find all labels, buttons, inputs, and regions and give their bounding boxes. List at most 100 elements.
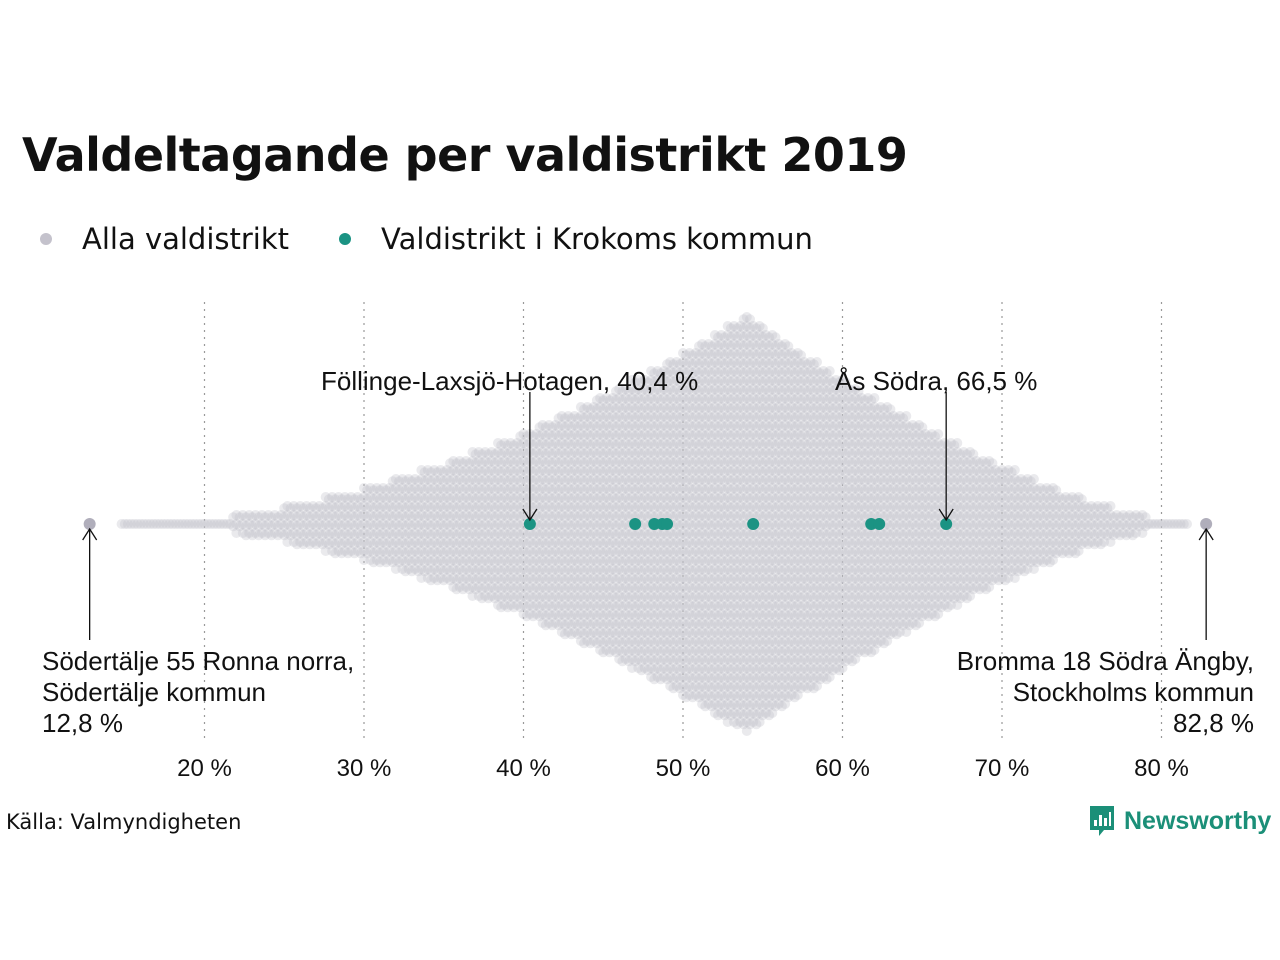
swarm-point xyxy=(432,548,443,559)
swarm-point xyxy=(575,402,586,412)
swarm-point xyxy=(598,575,609,586)
swarm-point xyxy=(493,546,503,556)
swarm-point xyxy=(518,600,529,610)
swarm-point xyxy=(512,465,523,475)
swarm-point xyxy=(253,521,264,532)
swarm-point xyxy=(314,519,325,529)
swarm-point xyxy=(537,510,548,520)
swarm-point xyxy=(582,510,593,520)
swarm-point xyxy=(448,483,459,493)
swarm-point xyxy=(304,512,315,523)
swarm-point xyxy=(448,510,459,520)
swarm-point xyxy=(189,519,200,529)
swarm-point xyxy=(553,512,564,523)
swarm-point xyxy=(448,582,459,592)
swarm-point xyxy=(553,413,564,424)
swarm-point xyxy=(298,521,309,532)
swarm-point xyxy=(556,501,567,511)
swarm-point xyxy=(225,519,235,529)
swarm-point xyxy=(575,456,586,466)
swarm-point xyxy=(473,501,484,511)
swarm-point xyxy=(534,458,545,469)
swarm-point xyxy=(499,582,510,592)
swarm-point xyxy=(585,503,596,514)
swarm-point xyxy=(595,438,606,448)
swarm-point xyxy=(547,521,558,532)
swarm-point xyxy=(524,600,535,610)
swarm-point xyxy=(448,564,459,574)
swarm-point xyxy=(426,575,436,586)
swarm-point xyxy=(540,449,551,460)
swarm-point xyxy=(598,467,609,478)
swarm-point xyxy=(585,593,596,604)
swarm-point xyxy=(588,447,599,457)
swarm-point xyxy=(556,420,567,430)
swarm-point xyxy=(359,483,369,493)
swarm-point xyxy=(499,564,510,574)
swarm-point xyxy=(550,546,561,556)
swarm-point xyxy=(515,530,526,541)
swarm-point xyxy=(550,492,561,502)
swarm-point xyxy=(441,528,452,538)
swarm-point xyxy=(359,492,369,502)
swarm-point xyxy=(560,467,570,478)
swarm-point xyxy=(193,519,204,529)
swarm-point xyxy=(550,591,561,601)
swarm-point xyxy=(381,512,392,523)
swarm-point xyxy=(126,519,137,529)
swarm-point xyxy=(515,494,526,505)
swarm-point xyxy=(352,519,363,529)
swarm-point xyxy=(422,465,433,475)
swarm-point xyxy=(323,503,334,514)
swarm-point xyxy=(419,503,430,514)
swarm-point xyxy=(556,411,567,421)
swarm-point xyxy=(387,512,398,523)
swarm-point xyxy=(588,582,599,592)
swarm-point xyxy=(483,458,494,469)
beeswarm-chart: 20 % 30 % 40 % 50 % 60 % 70 % 80 % xyxy=(82,302,1214,782)
swarm-point xyxy=(378,555,389,565)
swarm-point xyxy=(591,620,602,631)
swarm-point xyxy=(512,510,523,520)
swarm-point xyxy=(441,483,452,493)
swarm-point xyxy=(537,555,548,565)
swarm-point xyxy=(598,440,609,451)
swarm-point xyxy=(515,557,526,568)
swarm-point xyxy=(448,474,459,484)
swarm-point xyxy=(454,501,465,511)
swarm-point xyxy=(588,519,599,529)
swarm-point xyxy=(279,530,290,541)
swarm-point xyxy=(282,537,293,547)
swarm-point xyxy=(595,447,606,457)
swarm-point xyxy=(378,537,389,547)
swarm-point xyxy=(588,627,599,637)
swarm-point xyxy=(496,584,507,595)
swarm-point xyxy=(467,564,478,574)
swarm-point xyxy=(410,501,420,511)
swarm-point xyxy=(575,555,586,565)
swarm-point xyxy=(304,539,315,550)
swarm-point xyxy=(362,485,373,496)
swarm-point xyxy=(569,519,580,529)
swarm-point xyxy=(336,530,347,541)
swarm-point xyxy=(448,456,459,466)
swarm-point xyxy=(550,600,561,610)
swarm-point xyxy=(384,528,395,538)
swarm-point xyxy=(524,546,535,556)
swarm-point xyxy=(282,501,293,511)
swarm-point xyxy=(553,530,564,541)
swarm-point xyxy=(550,456,561,466)
swarm-point xyxy=(403,528,414,538)
swarm-point xyxy=(518,564,529,574)
swarm-point xyxy=(547,575,558,586)
swarm-point xyxy=(349,548,360,559)
swarm-point xyxy=(426,485,436,496)
swarm-point xyxy=(575,465,586,475)
swarm-point xyxy=(515,593,526,604)
swarm-point xyxy=(537,591,548,601)
swarm-point xyxy=(556,429,567,439)
swarm-point xyxy=(550,564,561,574)
swarm-point xyxy=(582,519,593,529)
swarm-point xyxy=(502,530,513,541)
swarm-point xyxy=(579,584,590,595)
